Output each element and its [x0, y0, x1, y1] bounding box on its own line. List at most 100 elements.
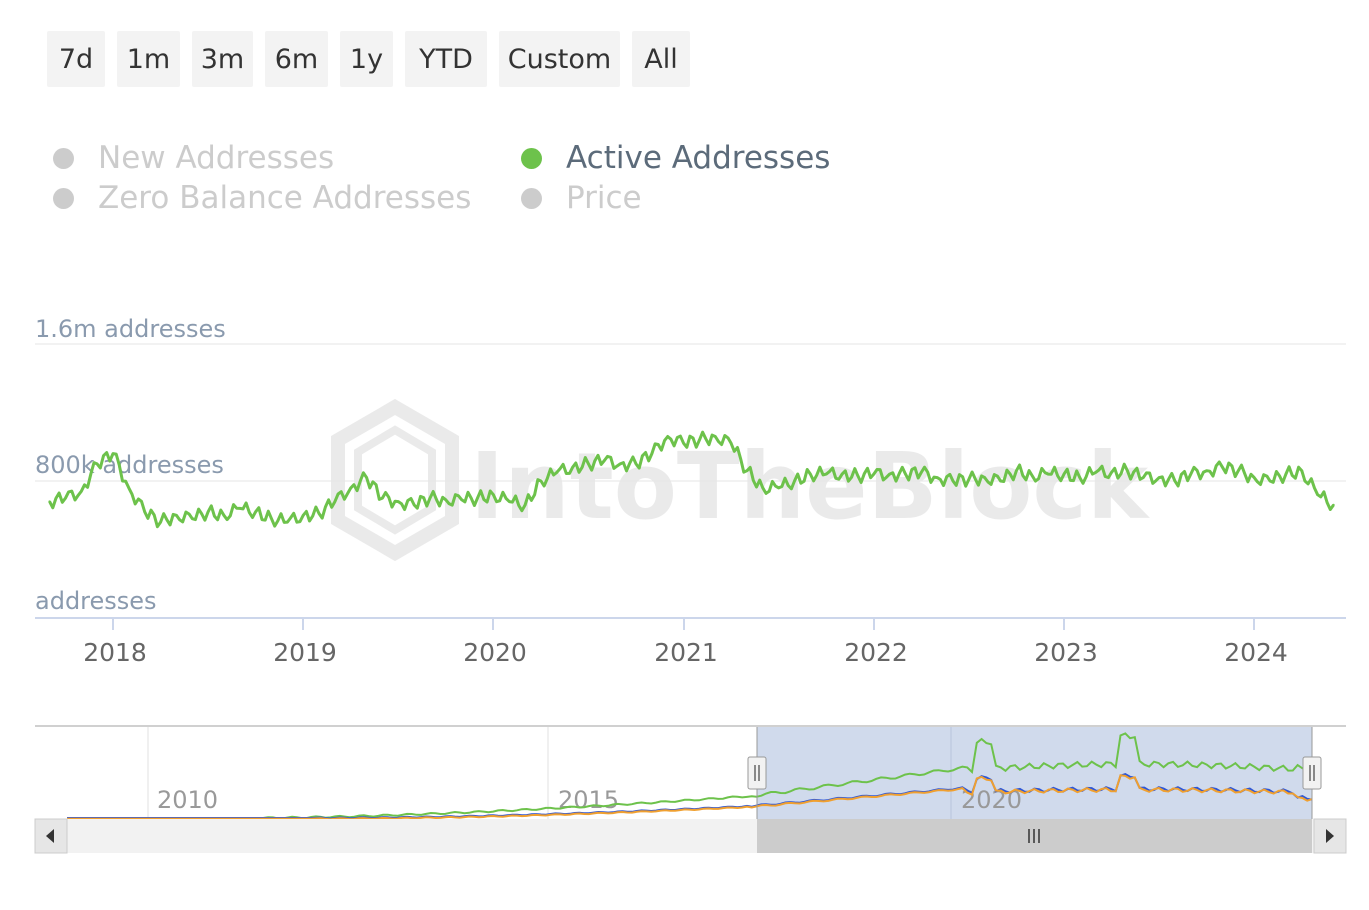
- legend-label: Zero Balance Addresses: [98, 180, 472, 216]
- data-point: [523, 503, 527, 507]
- data-point: [1221, 466, 1224, 469]
- legend-item-zero-balance-addresses[interactable]: Zero Balance Addresses: [53, 180, 471, 216]
- data-point: [904, 472, 907, 476]
- data-point: [238, 507, 241, 510]
- data-point: [1142, 476, 1145, 479]
- data-point: [1237, 469, 1240, 472]
- data-point: [1268, 479, 1272, 483]
- data-point: [1031, 474, 1034, 478]
- legend-item-price[interactable]: Price: [521, 180, 642, 216]
- data-point: [302, 514, 305, 517]
- data-point: [555, 471, 558, 474]
- active-addresses-points: [48, 435, 1335, 524]
- data-point: [365, 476, 368, 479]
- x-tick-label: 2019: [273, 638, 337, 667]
- data-point: [1300, 469, 1304, 472]
- range-button-all[interactable]: All: [632, 31, 690, 87]
- range-button-7d[interactable]: 7d: [47, 31, 105, 87]
- data-point: [270, 517, 273, 520]
- data-point: [920, 471, 923, 474]
- data-point: [936, 476, 939, 479]
- data-point: [1078, 476, 1082, 479]
- data-point: [539, 479, 543, 483]
- data-point: [745, 469, 749, 472]
- data-point: [729, 442, 733, 445]
- legend-label: Price: [566, 180, 642, 216]
- data-point: [983, 476, 986, 479]
- data-point: [333, 500, 337, 503]
- legend-label: New Addresses: [98, 140, 335, 176]
- y-tick-label: 800k addresses: [35, 451, 224, 479]
- data-point: [698, 438, 701, 442]
- range-button-3m[interactable]: 3m: [192, 31, 253, 87]
- y-tick-label: 1.6m addresses: [35, 315, 226, 343]
- data-point: [159, 520, 162, 524]
- data-point: [761, 486, 764, 490]
- x-axis-ticks: [112, 618, 1255, 630]
- data-point: [650, 452, 654, 455]
- legend-label: Active Addresses: [566, 140, 831, 176]
- data-point: [682, 442, 685, 445]
- navigator-handle-left[interactable]: [747, 756, 767, 790]
- range-button-6m[interactable]: 6m: [265, 31, 328, 87]
- data-point: [603, 459, 606, 462]
- legend-item-active-addresses[interactable]: Active Addresses: [521, 140, 830, 176]
- navigator-orange-line: [67, 774, 1313, 821]
- data-point: [95, 462, 99, 466]
- data-point: [64, 496, 67, 500]
- range-button-1m[interactable]: 1m: [117, 31, 180, 87]
- data-point: [1332, 503, 1335, 507]
- data-point: [1047, 472, 1050, 476]
- data-point: [999, 479, 1002, 483]
- data-point: [1094, 471, 1097, 474]
- main-chart[interactable]: IntoTheBlock 1.6m addresses 800k address…: [0, 0, 1369, 700]
- range-button-1y[interactable]: 1y: [340, 31, 393, 87]
- navigator[interactable]: 2010 2015 2020: [0, 720, 1369, 870]
- x-tick-label: 2023: [1034, 638, 1098, 667]
- navigator-x-label: 2010: [157, 786, 218, 814]
- data-point: [1157, 476, 1161, 479]
- data-point: [967, 478, 971, 481]
- watermark: IntoTheBlock: [331, 398, 1150, 562]
- arrow-right-icon: [1326, 829, 1334, 843]
- data-point: [143, 510, 146, 513]
- data-point: [413, 503, 416, 507]
- x-tick-label: 2021: [654, 638, 718, 667]
- data-point: [666, 435, 669, 438]
- data-point: [254, 510, 257, 513]
- data-point: [206, 510, 210, 513]
- data-point: [492, 493, 495, 496]
- arrow-left-icon: [46, 829, 54, 843]
- data-point: [1126, 469, 1129, 472]
- data-point: [381, 496, 384, 500]
- legend-item-new-addresses[interactable]: New Addresses: [53, 140, 334, 176]
- data-point: [444, 498, 447, 501]
- range-button-custom[interactable]: Custom: [499, 31, 620, 87]
- data-point: [840, 472, 844, 476]
- data-point: [872, 472, 875, 476]
- navigator-handle-right[interactable]: [1302, 756, 1322, 790]
- range-button-ytd[interactable]: YTD: [405, 31, 487, 87]
- scrollbar-thumb[interactable]: [757, 819, 1312, 853]
- data-point: [1205, 469, 1208, 472]
- data-point: [1316, 493, 1319, 496]
- data-point: [1015, 469, 1018, 472]
- scrollbar-right-button[interactable]: [1313, 818, 1347, 854]
- data-point: [460, 498, 463, 501]
- data-point: [619, 462, 622, 466]
- scrollbar-left-button[interactable]: [34, 818, 68, 854]
- data-point: [428, 496, 432, 500]
- data-point: [1253, 476, 1256, 479]
- data-point: [856, 474, 860, 478]
- data-point: [127, 486, 130, 490]
- data-point: [809, 472, 812, 476]
- data-point: [634, 462, 638, 466]
- data-point: [80, 490, 83, 493]
- data-point: [888, 472, 891, 476]
- legend-marker: [521, 187, 542, 209]
- legend-marker: [53, 187, 74, 209]
- data-point: [317, 512, 321, 515]
- grip-icon: [1028, 829, 1040, 843]
- data-point: [48, 500, 51, 503]
- navigator-selection[interactable]: [757, 727, 1312, 819]
